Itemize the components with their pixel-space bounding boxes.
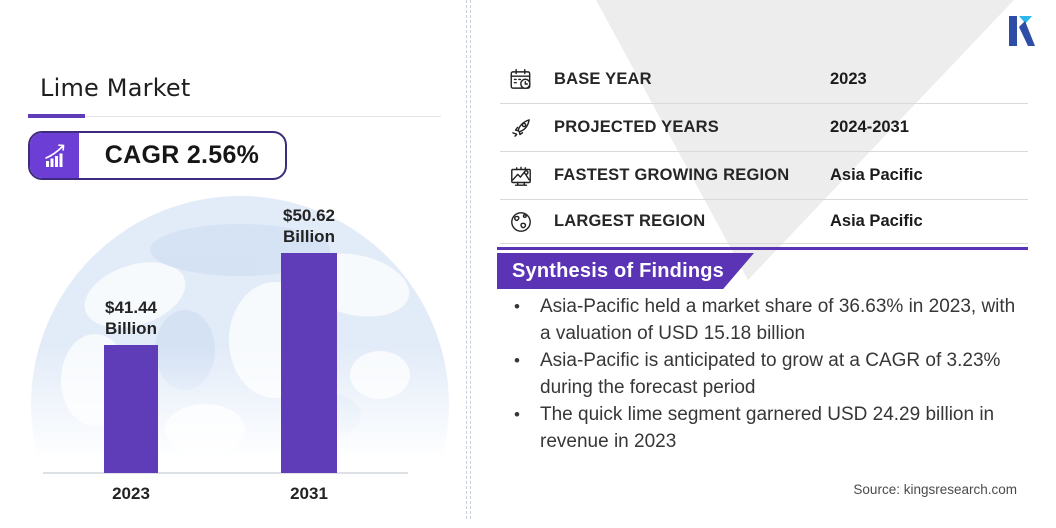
fact-label: BASE YEAR [554,70,652,88]
bullet-item: • Asia-Pacific is anticipated to grow at… [506,347,1018,401]
fact-label: LARGEST REGION [554,212,706,230]
page-title: Lime Market [40,74,191,102]
fact-row-base-year: BASE YEAR 2023 [500,56,1028,104]
fact-row-projected-years: PROJECTED YEARS 2024-2031 [500,104,1028,152]
fact-value: 2023 [830,70,867,88]
fact-label: FASTEST GROWING REGION [554,166,790,184]
cagr-value: CAGR 2.56% [104,141,260,169]
synthesis-header-ribbon: Synthesis of Findings [497,253,754,289]
synthesis-top-line [497,247,1028,250]
bullet-marker: • [514,297,520,316]
fact-value: Asia Pacific [830,212,923,230]
fact-label: PROJECTED YEARS [554,118,719,136]
growing-region-icon [507,162,535,190]
bullet-item: • The quick lime segment garnered USD 24… [506,401,1018,455]
bullet-marker: • [514,405,520,424]
title-divider-accent [28,114,85,118]
bar-2031 [281,253,337,473]
title-divider [28,116,441,117]
growth-chart-icon [30,133,79,178]
x-tick-2031: 2031 [290,484,328,503]
globe-icon [507,208,535,236]
source-attribution: Source: kingsresearch.com [853,482,1017,497]
panel-divider-dashed [466,0,471,519]
synthesis-title: Synthesis of Findings [512,259,724,282]
synthesis-bullet-list: • Asia-Pacific held a market share of 36… [506,293,1018,455]
bar-2023 [104,345,158,473]
x-axis-line [43,472,408,474]
fact-row-fastest-growing-region: FASTEST GROWING REGION Asia Pacific [500,152,1028,200]
bar-value-label-2023: $41.44 Billion [105,298,157,338]
kings-research-logo [1009,16,1035,46]
x-tick-2023: 2023 [112,484,150,503]
fact-value: 2024-2031 [830,118,909,136]
cagr-badge: CAGR 2.56% [28,131,287,180]
bullet-marker: • [514,351,520,370]
bullet-item: • Asia-Pacific held a market share of 36… [506,293,1018,347]
calendar-clock-icon [507,66,535,94]
bar-value-label-2031: $50.62 Billion [283,206,335,246]
rocket-icon [507,114,535,142]
fact-row-largest-region: LARGEST REGION Asia Pacific [500,200,1028,244]
fact-value: Asia Pacific [830,166,923,184]
